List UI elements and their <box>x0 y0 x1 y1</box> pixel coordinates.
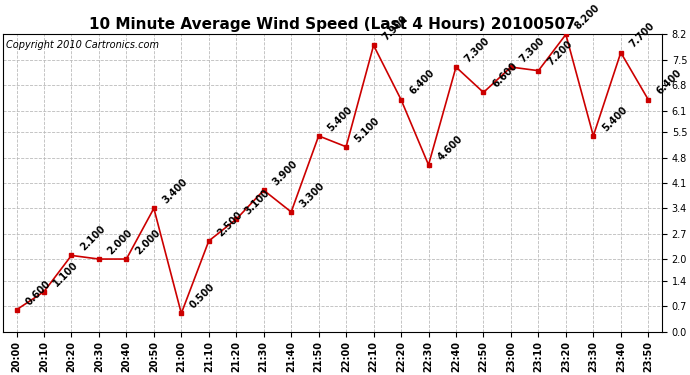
Text: 8.200: 8.200 <box>573 3 602 32</box>
Text: 6.400: 6.400 <box>656 68 684 97</box>
Text: 3.900: 3.900 <box>270 159 299 188</box>
Text: 2.500: 2.500 <box>216 209 244 238</box>
Text: 4.600: 4.600 <box>435 133 464 162</box>
Text: 3.100: 3.100 <box>243 188 272 216</box>
Title: 10 Minute Average Wind Speed (Last 4 Hours) 20100507: 10 Minute Average Wind Speed (Last 4 Hou… <box>89 17 575 32</box>
Text: 0.500: 0.500 <box>188 282 217 310</box>
Text: 5.400: 5.400 <box>600 104 629 133</box>
Text: 2.000: 2.000 <box>106 228 135 256</box>
Text: 5.400: 5.400 <box>326 104 355 133</box>
Text: 7.300: 7.300 <box>518 36 546 64</box>
Text: 7.700: 7.700 <box>628 21 657 50</box>
Text: 7.200: 7.200 <box>545 39 574 68</box>
Text: 6.600: 6.600 <box>491 61 519 90</box>
Text: 5.100: 5.100 <box>353 115 382 144</box>
Text: Copyright 2010 Cartronics.com: Copyright 2010 Cartronics.com <box>6 40 159 50</box>
Text: 7.900: 7.900 <box>380 14 409 42</box>
Text: 3.300: 3.300 <box>298 180 327 209</box>
Text: 0.600: 0.600 <box>23 278 52 307</box>
Text: 3.400: 3.400 <box>161 177 190 206</box>
Text: 2.000: 2.000 <box>133 228 162 256</box>
Text: 7.300: 7.300 <box>463 36 492 64</box>
Text: 1.100: 1.100 <box>51 260 80 289</box>
Text: 2.100: 2.100 <box>79 224 107 253</box>
Text: 6.400: 6.400 <box>408 68 437 97</box>
